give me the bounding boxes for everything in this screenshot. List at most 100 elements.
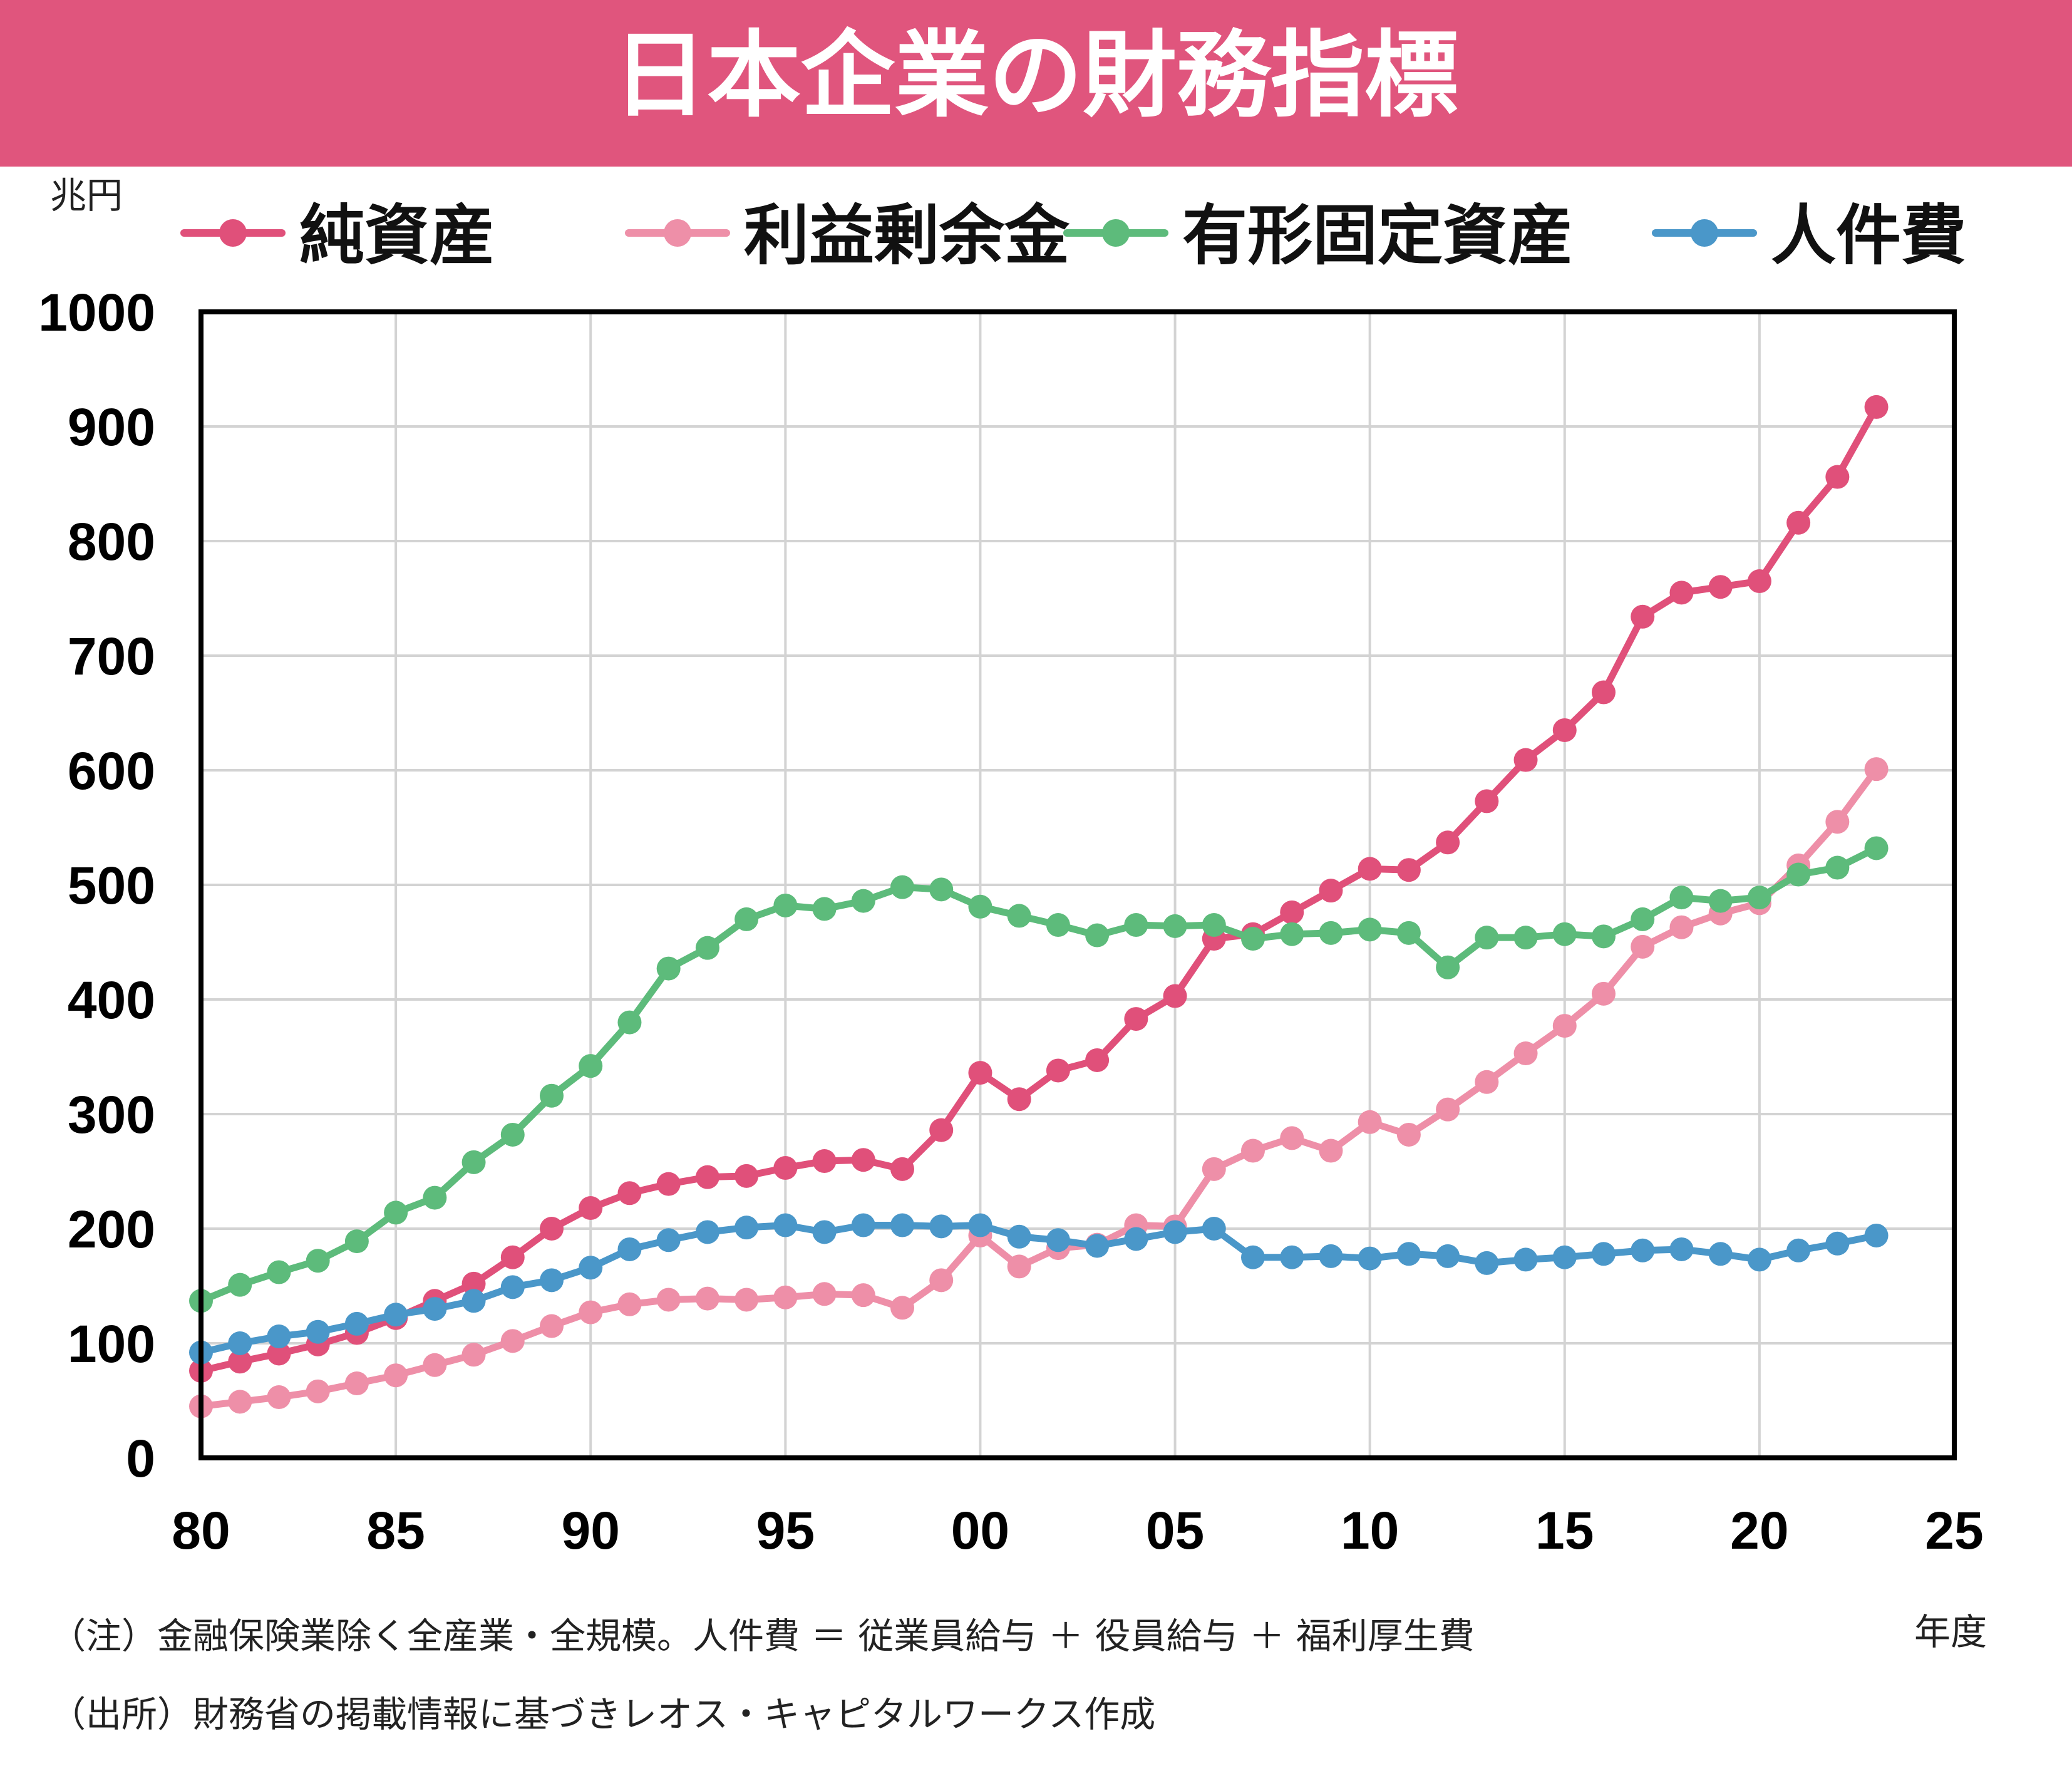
data-point-net_assets (1163, 984, 1187, 1008)
data-point-personnel (851, 1213, 875, 1237)
legend-label: 人件費 (1771, 197, 1966, 274)
data-point-fixed_assets (1552, 922, 1577, 946)
data-point-net_assets (1436, 830, 1460, 855)
x-tick-label: 20 (1730, 1501, 1788, 1560)
plot-frame (198, 309, 1957, 1460)
data-point-personnel (1046, 1228, 1070, 1252)
data-point-fixed_assets (1202, 913, 1226, 937)
data-point-net_assets (267, 1341, 291, 1366)
y-tick-label: 600 (68, 741, 155, 800)
data-point-retained_earnings (695, 1286, 719, 1311)
data-point-personnel (929, 1214, 954, 1239)
data-point-retained_earnings (1358, 1110, 1382, 1134)
data-point-personnel (1163, 1220, 1187, 1244)
data-point-net_assets (1786, 510, 1811, 535)
data-point-retained_earnings (228, 1390, 252, 1414)
data-point-retained_earnings (1592, 981, 1616, 1006)
data-point-retained_earnings (500, 1329, 525, 1353)
data-point-retained_earnings (734, 1288, 759, 1312)
data-point-personnel (890, 1213, 914, 1237)
data-point-retained_earnings (656, 1288, 681, 1312)
data-point-personnel (695, 1220, 719, 1244)
data-point-net_assets (1669, 581, 1694, 605)
data-point-fixed_assets (773, 893, 798, 917)
data-point-personnel (1513, 1247, 1538, 1272)
data-point-personnel (656, 1228, 681, 1252)
data-point-retained_earnings (890, 1296, 914, 1320)
data-point-fixed_assets (461, 1150, 486, 1174)
data-point-fixed_assets (1007, 904, 1031, 928)
data-point-personnel (1202, 1217, 1226, 1241)
data-point-personnel (1007, 1224, 1031, 1249)
data-point-retained_earnings (1436, 1097, 1460, 1122)
data-point-retained_earnings (773, 1285, 798, 1309)
data-point-fixed_assets (1513, 926, 1538, 950)
data-point-personnel (1436, 1244, 1460, 1268)
data-point-retained_earnings (267, 1385, 291, 1410)
series-layer (189, 395, 1889, 1418)
data-point-fixed_assets (968, 894, 992, 919)
chart-title: 日本企業の財務指標 (613, 23, 1458, 128)
series-fixed_assets (189, 836, 1889, 1313)
data-point-personnel (1669, 1237, 1694, 1261)
data-point-fixed_assets (1708, 889, 1733, 913)
x-axis-ticks: 80 85 90 95 00 05 10 15 20 25 (172, 1501, 1983, 1560)
x-tick-label: 25 (1925, 1501, 1983, 1560)
data-point-personnel (1592, 1242, 1616, 1266)
x-tick-label: 95 (756, 1501, 815, 1560)
data-point-net_assets (1825, 465, 1850, 489)
x-tick-label: 05 (1146, 1501, 1204, 1560)
data-point-personnel (968, 1213, 992, 1237)
data-point-fixed_assets (540, 1083, 564, 1108)
y-axis-unit-label: 兆円 (50, 174, 123, 217)
data-point-personnel (306, 1319, 330, 1344)
x-tick-label: 90 (562, 1501, 620, 1560)
data-point-retained_earnings (1825, 810, 1850, 834)
data-point-retained_earnings (540, 1314, 564, 1338)
legend-swatch-marker (1102, 219, 1130, 247)
data-point-fixed_assets (500, 1122, 525, 1147)
data-point-fixed_assets (617, 1010, 642, 1035)
header-banner (0, 0, 2072, 167)
data-point-fixed_assets (579, 1054, 603, 1078)
data-point-net_assets (1631, 604, 1655, 629)
data-point-fixed_assets (734, 907, 759, 931)
data-point-personnel (1475, 1251, 1499, 1275)
data-point-retained_earnings (1202, 1157, 1226, 1181)
data-point-personnel (1241, 1245, 1265, 1269)
data-point-personnel (812, 1220, 837, 1244)
data-point-fixed_assets (1786, 862, 1811, 887)
y-tick-label: 1000 (38, 283, 155, 342)
legend-label: 純資産 (299, 197, 495, 274)
x-tick-label: 00 (951, 1501, 1009, 1560)
data-point-retained_earnings (423, 1353, 447, 1377)
data-point-net_assets (1592, 680, 1616, 705)
data-point-fixed_assets (1163, 914, 1187, 938)
data-point-personnel (773, 1213, 798, 1237)
x-tick-label: 10 (1341, 1501, 1399, 1560)
data-point-net_assets (734, 1164, 759, 1188)
series-line-net_assets (197, 403, 1880, 1375)
data-point-net_assets (1396, 858, 1421, 882)
data-point-retained_earnings (1552, 1014, 1577, 1038)
source-note: （出所）財務省の掲載情報に基づきレオス・キャピタルワークス作成 (50, 1694, 1155, 1735)
data-point-personnel (384, 1303, 408, 1327)
data-point-fixed_assets (1280, 922, 1304, 946)
x-tick-label: 15 (1535, 1501, 1594, 1560)
y-tick-label: 400 (68, 971, 155, 1030)
series-personnel (189, 1213, 1889, 1365)
data-point-net_assets (1513, 748, 1538, 772)
data-point-net_assets (500, 1245, 525, 1269)
data-point-fixed_assets (1747, 885, 1771, 910)
data-point-net_assets (773, 1156, 798, 1180)
legend: 純資産 利益剰余金 有形固定資産 人件費 (180, 197, 1966, 274)
data-point-personnel (267, 1324, 291, 1349)
data-point-fixed_assets (890, 875, 914, 899)
data-point-fixed_assets (1124, 913, 1148, 937)
data-point-fixed_assets (267, 1260, 291, 1284)
data-point-retained_earnings (1669, 915, 1694, 939)
data-point-personnel (228, 1331, 252, 1355)
footnote: （注）金融保険業除く全産業・全規模。人件費 ＝ 従業員給与 ＋ 役員給与 ＋ 福… (50, 1616, 1475, 1657)
data-point-net_assets (540, 1217, 564, 1241)
